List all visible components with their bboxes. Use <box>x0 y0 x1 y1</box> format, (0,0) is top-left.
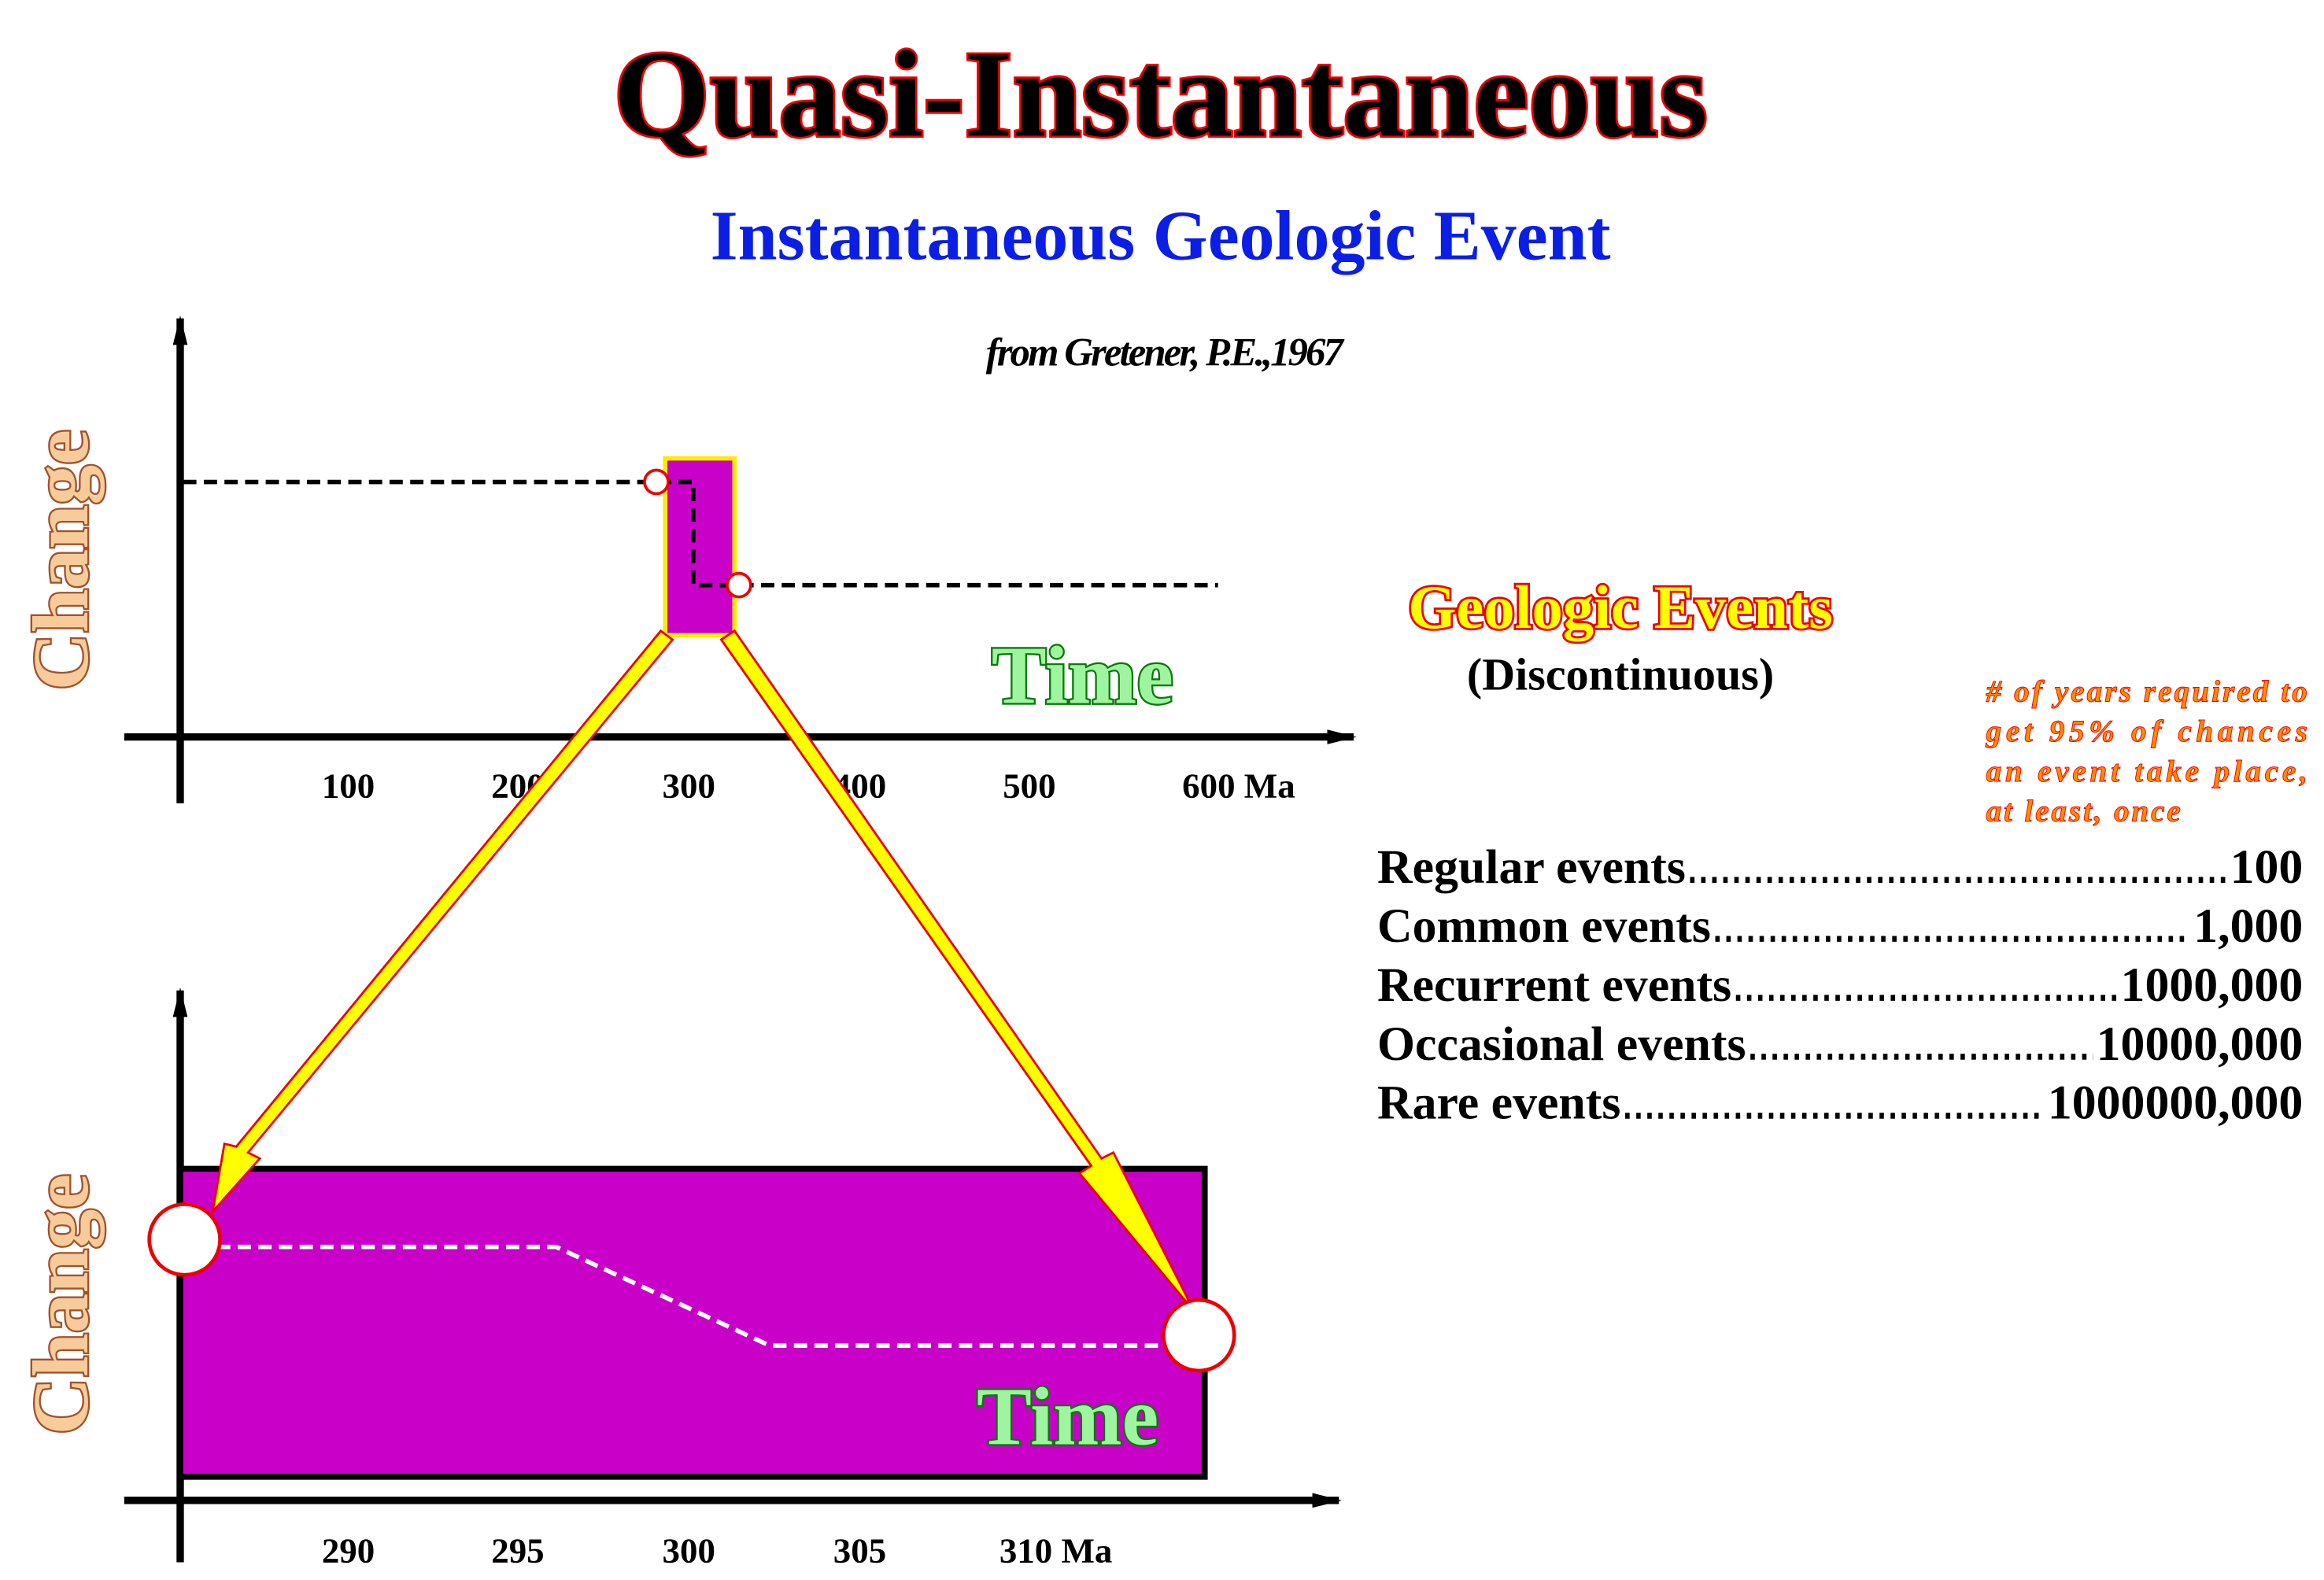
event-years: 1000000,000 <box>2048 1076 2303 1130</box>
y-label: Change <box>17 430 105 691</box>
event-window <box>177 1165 1208 1480</box>
event-name: Regular events <box>1377 840 1686 894</box>
x-label: Time <box>977 1371 1158 1463</box>
point <box>726 571 752 599</box>
credit: from Gretener, P.E.,1967 <box>986 330 1345 375</box>
top-diagram: Change Time 100 200 300 400 500 600 Ma <box>15 315 1357 805</box>
event-name: Common events <box>1377 899 1711 953</box>
note-line: an event take place, <box>1986 754 2307 788</box>
event-years: 1,000 <box>2193 899 2303 953</box>
note-line: get 95% of chances <box>1986 714 2307 748</box>
tick-label: 290 <box>322 1531 375 1571</box>
tick-label: 300 <box>663 1531 715 1571</box>
events-subtitle: (Discontinuous) <box>1467 649 1774 700</box>
zoom-arrow <box>719 629 1195 1312</box>
change-line <box>216 1244 1171 1348</box>
zoom-arrow <box>210 629 674 1216</box>
tick-label: 310 Ma <box>999 1531 1113 1571</box>
event-name: Occasional events <box>1377 1017 1746 1071</box>
events-list: Regular events 100 Common events 1,000 Recur… <box>1377 840 2303 1130</box>
point <box>643 468 670 496</box>
events-title: Geologic Events <box>1408 574 1833 642</box>
subtitle: Instantaneous Geologic Event <box>711 198 1611 275</box>
tick-label: 305 <box>833 1531 886 1571</box>
tick-label: 600 Ma <box>1182 766 1295 805</box>
event-window <box>663 456 737 638</box>
title: Quasi-Instantaneous <box>614 26 1708 163</box>
y-label: Change <box>17 1174 105 1435</box>
x-label: Time <box>992 629 1173 721</box>
tick-label: 295 <box>491 1531 544 1571</box>
event-name: Recurrent events <box>1377 958 1731 1012</box>
bottom-diagram: Change Time 290 295 300 305 310 Ma <box>15 988 1343 1571</box>
event-name: Rare events <box>1377 1076 1620 1130</box>
point <box>147 1202 222 1277</box>
event-years: 100 <box>2230 840 2304 894</box>
point <box>1162 1298 1236 1373</box>
tick-label: 300 <box>663 766 715 805</box>
event-years: 1000,000 <box>2121 958 2304 1012</box>
tick-labels: 100 200 300 400 500 600 Ma <box>322 766 1295 805</box>
event-years: 10000,000 <box>2097 1017 2304 1071</box>
note-line: # of years required to <box>1986 674 2307 709</box>
note-line: at least, once <box>1986 793 2181 828</box>
tick-label: 500 <box>1003 766 1055 805</box>
change-line <box>183 479 1218 588</box>
note: # of years required to get 95% of chances… <box>1985 674 2307 829</box>
tick-label: 100 <box>322 766 375 805</box>
tick-labels: 290 295 300 305 310 Ma <box>322 1531 1113 1571</box>
